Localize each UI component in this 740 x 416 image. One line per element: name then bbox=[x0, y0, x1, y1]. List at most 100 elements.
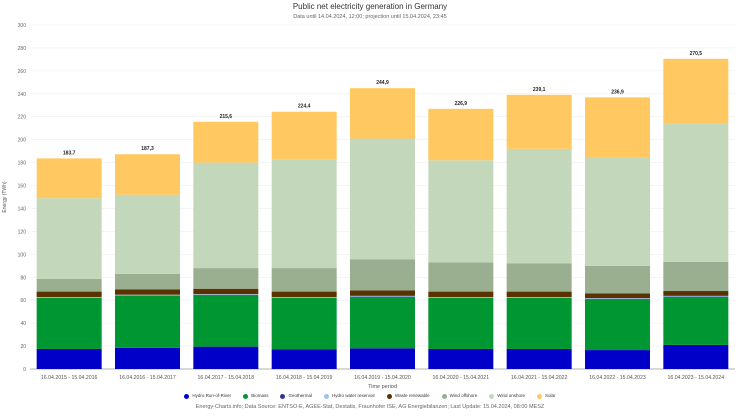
bar-segment-wind-offshore bbox=[36, 278, 102, 292]
x-axis-title: Time period bbox=[368, 384, 397, 390]
legend-item[interactable]: Solar bbox=[537, 393, 556, 399]
x-tick-label: 16.04.2018 - 15.04.2019 bbox=[276, 375, 333, 381]
bar-segment-hydro-run-of-river bbox=[585, 350, 650, 369]
legend: Hydro Run-of-River Biomass Geothermal Hydro… bbox=[0, 393, 740, 399]
bar-segment-hydro-run-of-river bbox=[663, 344, 729, 369]
y-tick-label: 60 bbox=[20, 298, 26, 304]
bar-segment-hydro-run-of-river bbox=[115, 347, 180, 369]
bar-segment-hydro-water-reservoir bbox=[428, 296, 494, 298]
bar-segment-wind-onshore bbox=[193, 162, 259, 269]
bar-segment-hydro-run-of-river bbox=[428, 348, 494, 369]
legend-item[interactable]: Hydro water reservoir bbox=[323, 393, 375, 399]
bar-segment-wind-onshore bbox=[506, 148, 572, 264]
total-data-label: 215,6 bbox=[220, 114, 233, 120]
bar-segment-hydro-water-reservoir bbox=[271, 296, 337, 298]
total-data-label: 183,7 bbox=[63, 150, 76, 156]
bar-segment-waste-renewable bbox=[585, 293, 650, 299]
bar-segment-hydro-water-reservoir bbox=[585, 298, 650, 299]
bar-segment-hydro-run-of-river bbox=[271, 349, 337, 369]
bar-segment-hydro-run-of-river bbox=[350, 348, 415, 369]
bar-segment-biomass bbox=[506, 297, 572, 349]
legend-marker-icon bbox=[441, 393, 447, 399]
bar-segment-biomass bbox=[585, 299, 650, 351]
y-tick-label: 40 bbox=[20, 321, 26, 327]
total-data-label: 226,9 bbox=[455, 101, 468, 107]
legend-marker-icon bbox=[537, 393, 543, 399]
legend-item[interactable]: Biomass bbox=[243, 393, 268, 399]
total-data-label: 239,1 bbox=[533, 87, 546, 93]
x-tick-label: 16.04.2019 - 15.04.2020 bbox=[354, 375, 411, 381]
bar-segment-solar bbox=[506, 94, 572, 149]
total-data-label: 224,4 bbox=[298, 104, 311, 110]
total-data-label: 236,9 bbox=[611, 89, 624, 95]
bar-segment-waste-renewable bbox=[271, 291, 337, 297]
y-tick-label: 240 bbox=[18, 92, 27, 98]
x-tick-label: 16.04.2015 - 15.04.2016 bbox=[41, 375, 98, 381]
y-tick-label: 80 bbox=[20, 275, 26, 281]
y-tick-label: 280 bbox=[18, 46, 27, 52]
bar-segment-wind-onshore bbox=[585, 157, 650, 266]
bar-segment-solar bbox=[428, 108, 494, 161]
x-tick-label: 16.04.2016 - 15.04.2017 bbox=[119, 375, 176, 381]
legend-item[interactable]: Waste renewable bbox=[386, 393, 430, 399]
y-tick-label: 100 bbox=[18, 252, 27, 258]
bar-segment-wind-onshore bbox=[350, 138, 415, 260]
bar-segment-solar bbox=[115, 154, 180, 195]
bar-segment-biomass bbox=[36, 297, 102, 349]
bar-segment-hydro-water-reservoir bbox=[115, 294, 180, 296]
legend-label: Waste renewable bbox=[394, 393, 430, 398]
y-tick-label: 300 bbox=[18, 23, 27, 29]
bar-segment-waste-renewable bbox=[115, 289, 180, 295]
legend-marker-icon bbox=[323, 393, 329, 399]
bar-segment-hydro-water-reservoir bbox=[350, 295, 415, 297]
bar-segment-waste-renewable bbox=[506, 291, 572, 297]
footer-source: Energy-Charts.info; Data Source: ENTSO-E… bbox=[195, 404, 545, 410]
bar-segment-wind-onshore bbox=[271, 159, 337, 269]
legend-label: Biomass bbox=[251, 393, 269, 398]
bar-segment-hydro-run-of-river bbox=[193, 346, 259, 369]
bar-segment-solar bbox=[271, 111, 337, 160]
legend-label: Solar bbox=[545, 393, 556, 398]
legend-marker-icon bbox=[243, 393, 249, 399]
y-tick-label: 140 bbox=[18, 206, 27, 212]
legend-label: Wind onshore bbox=[497, 393, 526, 398]
bar-segment-solar bbox=[36, 158, 102, 199]
total-data-label: 187,3 bbox=[141, 146, 154, 152]
legend-label: Hydro Run-of-River bbox=[192, 393, 232, 398]
y-tick-label: 0 bbox=[23, 367, 26, 373]
x-tick-label: 16.04.2017 - 15.04.2018 bbox=[198, 375, 255, 381]
bar-segment-wind-offshore bbox=[585, 265, 650, 294]
legend-label: Hydro water reservoir bbox=[331, 393, 375, 398]
y-tick-label: 160 bbox=[18, 184, 27, 190]
bar-segment-solar bbox=[193, 121, 259, 163]
bar-segment-wind-offshore bbox=[428, 262, 494, 292]
bar-segment-waste-renewable bbox=[36, 291, 102, 297]
bar-segment-biomass bbox=[271, 297, 337, 350]
y-tick-label: 120 bbox=[18, 229, 27, 235]
legend-marker-icon bbox=[280, 393, 286, 399]
legend-label: Geothermal bbox=[288, 393, 312, 398]
legend-item[interactable]: Wind offshore bbox=[441, 393, 477, 399]
bar-segment-wind-offshore bbox=[663, 261, 729, 292]
bar-segment-solar bbox=[350, 88, 415, 139]
bar-segment-wind-offshore bbox=[271, 268, 337, 292]
bar-segment-waste-renewable bbox=[193, 288, 259, 295]
total-data-label: 244,9 bbox=[376, 80, 389, 86]
legend-item[interactable]: Hydro Run-of-River bbox=[184, 393, 231, 399]
legend-item[interactable]: Geothermal bbox=[280, 393, 312, 399]
chart-title: Public net electricity generation in Ger… bbox=[292, 2, 448, 11]
bar-segment-hydro-water-reservoir bbox=[36, 296, 102, 298]
bar-segment-wind-onshore bbox=[428, 160, 494, 263]
bar-segment-biomass bbox=[115, 295, 180, 348]
legend-item[interactable]: Wind onshore bbox=[489, 393, 525, 399]
bar-segment-wind-onshore bbox=[115, 194, 180, 274]
x-tick-label: 16.04.2021 - 15.04.2022 bbox=[511, 375, 568, 381]
y-tick-label: 20 bbox=[20, 344, 26, 350]
bar-segment-biomass bbox=[663, 296, 729, 345]
x-tick-label: 16.04.2020 - 15.04.2021 bbox=[433, 375, 490, 381]
bar-segment-wind-offshore bbox=[506, 263, 572, 292]
bar-segment-waste-renewable bbox=[350, 290, 415, 296]
x-tick-label: 16.04.2023 - 15.04.2024 bbox=[668, 375, 725, 381]
y-tick-label: 260 bbox=[18, 69, 27, 75]
